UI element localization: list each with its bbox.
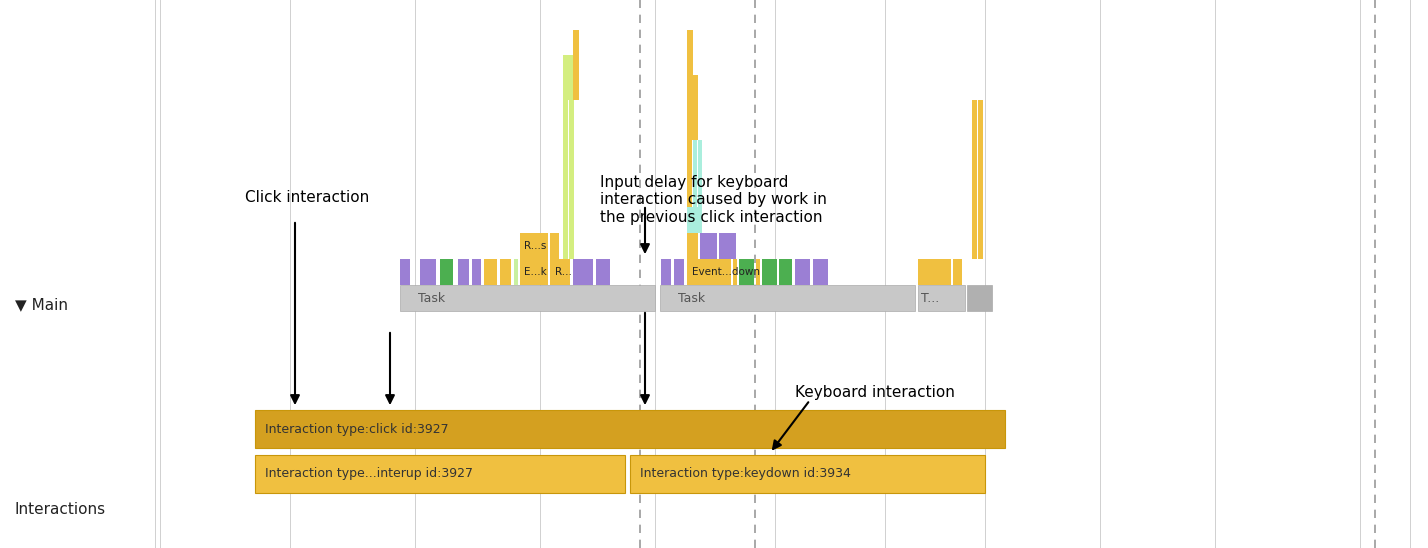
Text: Interaction type...interup id:3927: Interaction type...interup id:3927 — [266, 467, 473, 481]
Bar — [755, 259, 760, 285]
Text: Interaction type:keydown id:3934: Interaction type:keydown id:3934 — [640, 467, 851, 481]
Text: Task: Task — [678, 292, 705, 305]
Bar — [700, 233, 717, 259]
Bar — [563, 55, 573, 100]
Bar — [918, 259, 951, 285]
Bar — [595, 259, 610, 285]
Bar — [568, 100, 574, 259]
Bar — [740, 259, 754, 285]
Bar — [520, 233, 548, 259]
Text: R...s: R...s — [524, 241, 547, 251]
Bar — [687, 259, 731, 285]
Bar — [687, 140, 693, 259]
Bar — [514, 259, 518, 285]
Text: Keyboard interaction: Keyboard interaction — [795, 385, 955, 400]
Bar — [780, 259, 793, 285]
Bar — [813, 259, 828, 285]
Bar — [720, 233, 735, 259]
Text: E...k: E...k — [524, 267, 547, 277]
Text: Interactions: Interactions — [16, 503, 106, 517]
Bar — [400, 285, 655, 311]
Bar — [972, 100, 977, 259]
Bar — [630, 455, 985, 493]
Bar — [693, 140, 697, 233]
Bar — [400, 259, 410, 285]
Bar — [573, 259, 593, 285]
Bar — [473, 259, 481, 285]
Bar — [520, 259, 548, 285]
Bar — [687, 207, 694, 233]
Text: Event...down: Event...down — [693, 267, 760, 277]
Bar — [563, 100, 568, 259]
Bar — [420, 259, 436, 285]
Bar — [500, 259, 511, 285]
Bar — [698, 140, 703, 233]
Bar — [733, 259, 737, 285]
Bar — [256, 455, 625, 493]
Bar — [550, 233, 558, 259]
Text: R...: R... — [555, 267, 571, 277]
Text: ▼ Main: ▼ Main — [16, 298, 69, 312]
Text: T...: T... — [921, 292, 940, 305]
Bar — [687, 30, 693, 75]
Bar — [695, 207, 703, 233]
Bar — [674, 259, 684, 285]
Bar — [763, 259, 777, 285]
Bar — [918, 285, 965, 311]
Text: Task: Task — [418, 292, 446, 305]
Bar — [795, 259, 810, 285]
Bar — [440, 259, 453, 285]
Bar — [952, 259, 962, 285]
Bar — [484, 259, 497, 285]
Bar — [550, 259, 570, 285]
Bar — [573, 30, 578, 100]
Bar — [687, 75, 698, 140]
Text: Click interaction: Click interaction — [246, 190, 370, 205]
Bar — [661, 259, 671, 285]
Bar — [967, 285, 992, 311]
Bar — [978, 100, 982, 259]
Text: Input delay for keyboard
interaction caused by work in
the previous click intera: Input delay for keyboard interaction cau… — [600, 175, 827, 225]
Bar — [458, 259, 468, 285]
Text: Interaction type:click id:3927: Interaction type:click id:3927 — [266, 423, 448, 436]
Bar — [687, 233, 698, 259]
Bar — [256, 410, 1005, 448]
Bar — [660, 285, 915, 311]
